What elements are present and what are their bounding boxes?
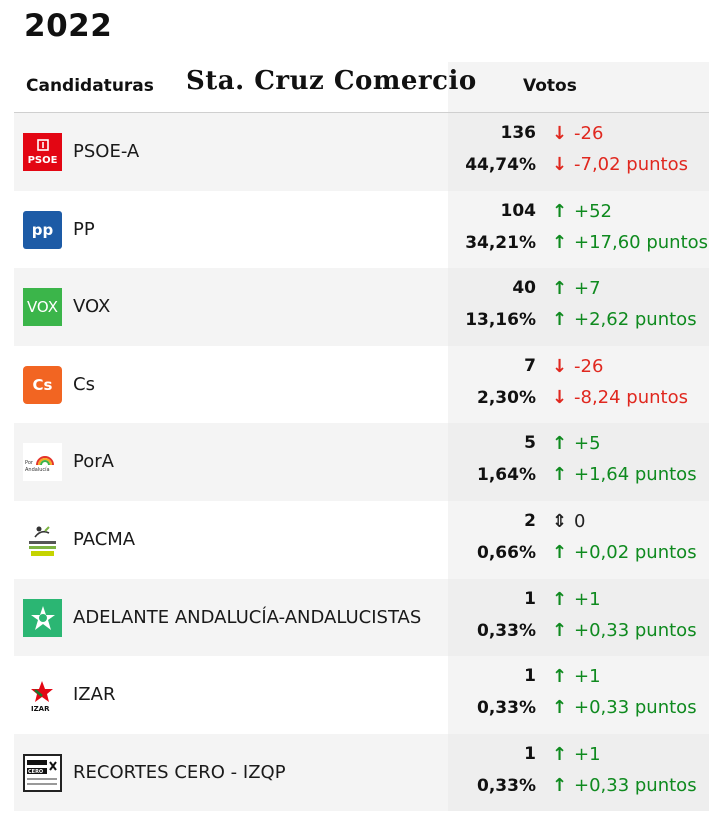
votes-change: ↓ -26 bbox=[552, 355, 604, 377]
year-title: 2022 bbox=[24, 8, 113, 44]
percent-change: ↑ +2,62 puntos bbox=[552, 309, 697, 331]
party-name: RECORTES CERO - IZQP bbox=[73, 761, 286, 783]
votes-count: 7 bbox=[524, 355, 536, 376]
arrow-down-icon: ↓ bbox=[552, 355, 568, 377]
arrow-up-icon: ↑ bbox=[552, 743, 568, 765]
votes-count: 1 bbox=[524, 588, 536, 609]
percent-change: ↑ +1,64 puntos bbox=[552, 464, 697, 486]
votes-change: ↑ +5 bbox=[552, 433, 601, 455]
svg-text:IZAR: IZAR bbox=[31, 705, 50, 713]
votes-change: ↑ +1 bbox=[552, 588, 601, 610]
votes-count: 1 bbox=[524, 666, 536, 687]
arrow-up-icon: ↑ bbox=[552, 433, 568, 455]
arrow-up-icon: ↑ bbox=[552, 541, 568, 563]
izar-logo-icon: IZAR bbox=[23, 676, 62, 715]
arrow-up-icon: ↑ bbox=[552, 774, 568, 796]
votes-percent: 1,64% bbox=[477, 465, 536, 486]
up-down-arrow-icon: ⇕ bbox=[552, 510, 568, 532]
votes-count: 1 bbox=[524, 743, 536, 764]
percent-change: ↑ +0,33 puntos bbox=[552, 697, 697, 719]
arrow-down-icon: ↓ bbox=[552, 154, 568, 175]
votes-percent: 0,33% bbox=[477, 775, 536, 796]
party-name: IZAR bbox=[73, 684, 116, 706]
votes-change: ↑ +1 bbox=[552, 666, 601, 688]
pp-logo-icon: pp bbox=[23, 210, 62, 249]
party-name: PorA bbox=[73, 451, 114, 473]
table-row: PACMA 2 0,66% ⇕ 0 ↑ +0,02 puntos bbox=[14, 500, 709, 579]
votes-change: ↓ -26 bbox=[552, 123, 604, 144]
arrow-up-icon: ↑ bbox=[552, 588, 568, 610]
table-row: Cs Cs 7 2,30% ↓ -26 ↓ -8,24 puntos bbox=[14, 345, 709, 424]
arrow-up-icon: ↑ bbox=[552, 231, 568, 253]
votes-percent: 0,66% bbox=[477, 542, 536, 563]
place-title: Sta. Cruz Comercio bbox=[186, 66, 477, 96]
table-row: CERO RECORTES CERO - IZQP 1 0,33% ↑ +1 ↑ +… bbox=[14, 733, 709, 812]
votes-change: ⇕ 0 bbox=[552, 510, 586, 532]
arrow-up-icon: ↑ bbox=[552, 200, 568, 222]
votes-percent: 0,33% bbox=[477, 698, 536, 719]
percent-change: ↑ +0,33 puntos bbox=[552, 619, 697, 641]
votes-change: ↑ +52 bbox=[552, 200, 612, 222]
arrow-up-icon: ↑ bbox=[552, 278, 568, 300]
votos-column-header: Votos bbox=[523, 76, 577, 96]
psoe-logo-icon: PSOE bbox=[23, 133, 62, 171]
arrow-up-icon: ↑ bbox=[552, 666, 568, 688]
votes-count: 5 bbox=[524, 433, 536, 454]
percent-change: ↓ -8,24 puntos bbox=[552, 386, 688, 408]
table-row: VOX VOX 40 13,16% ↑ +7 ↑ +2,62 puntos bbox=[14, 268, 709, 346]
table-row: Por Andalucía PorA 5 1,64% ↑ +5 ↑ +1,64 pu… bbox=[14, 423, 709, 501]
arrow-down-icon: ↓ bbox=[552, 386, 568, 408]
table-row: ADELANTE ANDALUCÍA-ANDALUCISTAS 1 0,33% … bbox=[14, 578, 709, 657]
votes-percent: 34,21% bbox=[465, 232, 536, 253]
votes-percent: 2,30% bbox=[477, 387, 536, 408]
votes-percent: 0,33% bbox=[477, 620, 536, 641]
votes-count: 104 bbox=[500, 200, 537, 221]
arrow-up-icon: ↑ bbox=[552, 309, 568, 331]
table-row: PSOE PSOE-A 136 44,74% ↓ -26 ↓ -7,02 punto… bbox=[14, 113, 709, 191]
arrow-up-icon: ↑ bbox=[552, 619, 568, 641]
svg-text:CERO: CERO bbox=[28, 769, 43, 775]
svg-text:Por: Por bbox=[25, 460, 34, 466]
table-header: Candidaturas Sta. Cruz Comercio Votos bbox=[14, 62, 709, 113]
party-name: VOX bbox=[73, 296, 111, 318]
percent-change: ↑ +0,02 puntos bbox=[552, 541, 697, 563]
votes-count: 136 bbox=[500, 123, 537, 143]
arrow-down-icon: ↓ bbox=[552, 123, 568, 144]
cs-logo-icon: Cs bbox=[23, 365, 62, 404]
party-name: PACMA bbox=[73, 528, 136, 550]
votes-change: ↑ +7 bbox=[552, 278, 601, 300]
percent-change: ↓ -7,02 puntos bbox=[552, 154, 688, 175]
table-row: IZAR IZAR 1 0,33% ↑ +1 ↑ +0,33 puntos bbox=[14, 656, 709, 734]
votes-count: 2 bbox=[524, 510, 536, 531]
party-name: ADELANTE ANDALUCÍA-ANDALUCISTAS bbox=[73, 606, 422, 628]
votes-count: 40 bbox=[512, 278, 536, 299]
votes-change: ↑ +1 bbox=[552, 743, 601, 765]
svg-text:Andalucía: Andalucía bbox=[25, 466, 50, 473]
party-name: Cs bbox=[73, 373, 95, 395]
votes-header-background bbox=[448, 62, 709, 112]
percent-change: ↑ +0,33 puntos bbox=[552, 774, 697, 796]
adelante-andalucia-logo-icon bbox=[23, 598, 62, 637]
votes-percent: 44,74% bbox=[465, 155, 536, 175]
arrow-up-icon: ↑ bbox=[552, 464, 568, 486]
candidaturas-column-header: Candidaturas bbox=[26, 76, 154, 96]
results-table: PSOE PSOE-A 136 44,74% ↓ -26 ↓ -7,02 punto… bbox=[14, 113, 709, 812]
recortes-cero-logo-icon: CERO bbox=[23, 753, 62, 792]
table-row: pp PP 104 34,21% ↑ +52 ↑ +17,60 puntos bbox=[14, 190, 709, 269]
party-name: PSOE-A bbox=[73, 141, 140, 162]
percent-change: ↑ +17,60 puntos bbox=[552, 231, 709, 253]
votes-percent: 13,16% bbox=[465, 310, 536, 331]
arrow-up-icon: ↑ bbox=[552, 697, 568, 719]
vox-logo-icon: VOX bbox=[23, 288, 62, 327]
pora-logo-icon: Por Andalucía bbox=[23, 443, 62, 482]
party-name: PP bbox=[73, 218, 95, 240]
pacma-logo-icon bbox=[23, 520, 62, 559]
